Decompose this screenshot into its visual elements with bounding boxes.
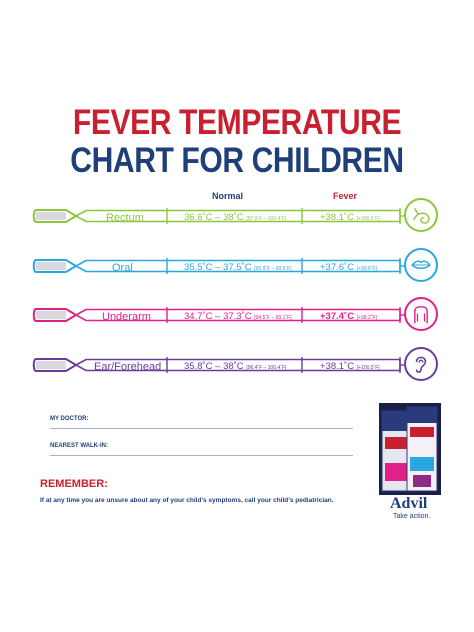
fever-threshold-fahrenheit: [+99.2˚F]	[356, 315, 377, 321]
temperature-row: Oral 35.5˚C – 37.5˚C [95.9˚F – 99.5˚F] +37…	[32, 248, 442, 288]
temperature-row: Ear/Forehead 35.8˚C – 38˚C [96.4˚F – 100.…	[32, 347, 442, 387]
normal-range-celsius: 36.6˚C – 38˚C	[184, 212, 244, 223]
normal-range-fahrenheit: [94.5˚F – 99.1˚F]	[254, 315, 292, 321]
thermometer-graphic	[32, 258, 404, 274]
remember-heading: REMEMBER:	[40, 478, 108, 490]
body-site-label: Rectum	[106, 212, 144, 224]
normal-range: 34.7˚C – 37.3˚C [94.5˚F – 99.1˚F]	[184, 311, 291, 322]
fever-threshold-celsius: +37.6˚C	[320, 262, 355, 273]
body-site-label: Oral	[112, 262, 133, 274]
fever-threshold-celsius: +38.1˚C	[320, 212, 355, 223]
normal-range-fahrenheit: [95.9˚F – 99.5˚F]	[254, 266, 292, 272]
normal-range-celsius: 35.8˚C – 38˚C	[184, 361, 244, 372]
fever-header: Fever	[333, 191, 358, 201]
rectum-icon	[404, 198, 438, 232]
title-line-1: FEVER TEMPERATURE	[72, 103, 402, 142]
fever-threshold-celsius: +37.4˚C	[320, 311, 355, 322]
fever-threshold-fahrenheit: [+99.6˚F]	[356, 266, 377, 272]
remember-text: If at any time you are unsure about any …	[40, 497, 334, 504]
normal-range: 35.5˚C – 37.5˚C [95.9˚F – 99.5˚F]	[184, 262, 291, 273]
fever-threshold-fahrenheit: [+100.5˚F]	[356, 216, 380, 222]
title-line-2: CHART FOR CHILDREN	[70, 141, 404, 180]
product-image	[379, 403, 441, 495]
my-doctor-label: MY DOCTOR:	[50, 416, 89, 422]
normal-range: 35.8˚C – 38˚C [96.4˚F – 100.4˚F]	[184, 361, 286, 372]
temperature-row: Underarm 34.7˚C – 37.3˚C [94.5˚F – 99.1˚F…	[32, 297, 442, 337]
normal-header: Normal	[212, 191, 244, 201]
fever-threshold-celsius: +38.1˚C	[320, 361, 355, 372]
normal-range-fahrenheit: [96.4˚F – 100.4˚F]	[246, 365, 287, 371]
thermometer-graphic	[32, 307, 404, 323]
lips-icon	[404, 248, 438, 282]
ear-icon	[404, 347, 438, 381]
normal-range-celsius: 34.7˚C – 37.3˚C	[184, 311, 252, 322]
torso-icon	[404, 297, 438, 331]
fever-threshold-fahrenheit: [+100.5˚F]	[356, 365, 380, 371]
normal-range-fahrenheit: [97.9˚F – 100.4˚F]	[246, 216, 287, 222]
fever-threshold: +37.6˚C [+99.6˚F]	[320, 262, 377, 273]
brand-tagline: Take action.	[393, 513, 431, 520]
normal-range: 36.6˚C – 38˚C [97.9˚F – 100.4˚F]	[184, 212, 286, 223]
fever-threshold: +37.4˚C [+99.2˚F]	[320, 311, 377, 322]
brand-name: Advil	[390, 495, 428, 512]
my-doctor-line	[50, 428, 353, 429]
walk-in-label: NEAREST WALK-IN:	[50, 443, 108, 449]
body-site-label: Underarm	[102, 311, 151, 323]
walk-in-line	[50, 455, 353, 456]
temperature-row: Rectum 36.6˚C – 38˚C [97.9˚F – 100.4˚F] +3…	[32, 198, 442, 238]
product-box-graphic	[381, 406, 438, 492]
fever-threshold: +38.1˚C [+100.5˚F]	[320, 361, 380, 372]
fever-threshold: +38.1˚C [+100.5˚F]	[320, 212, 380, 223]
normal-range-celsius: 35.5˚C – 37.5˚C	[184, 262, 252, 273]
thermometer-graphic	[32, 208, 404, 224]
body-site-label: Ear/Forehead	[94, 361, 162, 373]
thermometer-graphic	[32, 357, 404, 373]
